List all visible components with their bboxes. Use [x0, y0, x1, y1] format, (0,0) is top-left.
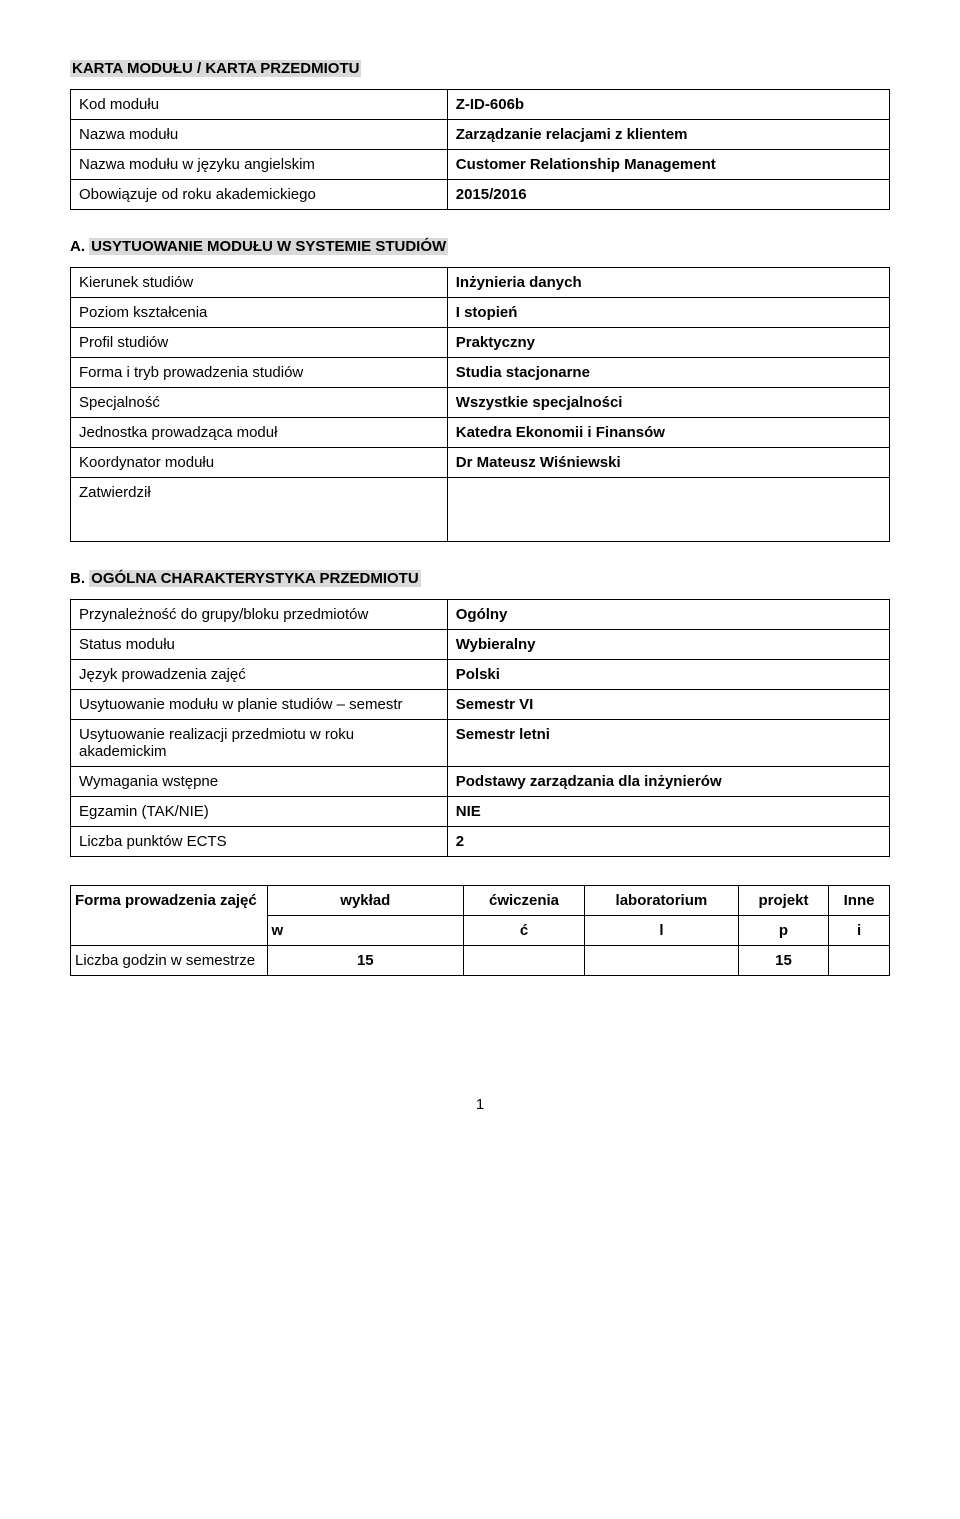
- table-row: Poziom kształcenia I stopień: [71, 298, 890, 328]
- top-value: Customer Relationship Management: [447, 150, 889, 180]
- document-title-row: KARTA MODUŁU / KARTA PRZEDMIOTU: [70, 60, 890, 77]
- table-row: Profil studiów Praktyczny: [71, 328, 890, 358]
- kv-label: Język prowadzenia zajęć: [71, 660, 448, 690]
- table-row: Status modułu Wybieralny: [71, 630, 890, 660]
- top-table: Kod modułu Z-ID-606b Nazwa modułu Zarząd…: [70, 89, 890, 210]
- forma-col-h1: ćwiczenia: [464, 886, 585, 916]
- table-row: Obowiązuje od roku akademickiego 2015/20…: [71, 180, 890, 210]
- section-a-table: Kierunek studiów Inżynieria danych Pozio…: [70, 267, 890, 542]
- table-row: Wymagania wstępne Podstawy zarządzania d…: [71, 767, 890, 797]
- top-label: Nazwa modułu w języku angielskim: [71, 150, 448, 180]
- kv-label: Liczba punktów ECTS: [71, 827, 448, 857]
- kv-value: Wybieralny: [447, 630, 889, 660]
- table-row: Usytuowanie modułu w planie studiów – se…: [71, 690, 890, 720]
- forma-value-row: Liczba godzin w semestrze 15 15: [71, 946, 890, 976]
- forma-row1-label: Forma prowadzenia zajęć: [71, 886, 268, 946]
- kv-label: Usytuowanie modułu w planie studiów – se…: [71, 690, 448, 720]
- forma-col-h1: projekt: [738, 886, 828, 916]
- kv-value: Ogólny: [447, 600, 889, 630]
- table-row: Przynależność do grupy/bloku przedmiotów…: [71, 600, 890, 630]
- kv-value: Wszystkie specjalności: [447, 388, 889, 418]
- section-b-title: OGÓLNA CHARAKTERYSTYKA PRZEDMIOTU: [89, 570, 421, 587]
- forma-col-h1: laboratorium: [584, 886, 738, 916]
- kv-value: Podstawy zarządzania dla inżynierów: [447, 767, 889, 797]
- kv-value: NIE: [447, 797, 889, 827]
- kv-value: 2: [447, 827, 889, 857]
- kv-value: Studia stacjonarne: [447, 358, 889, 388]
- table-row: Nazwa modułu Zarządzanie relacjami z kli…: [71, 120, 890, 150]
- forma-header-row: Forma prowadzenia zajęć wykład ćwiczenia…: [71, 886, 890, 916]
- kv-label: Wymagania wstępne: [71, 767, 448, 797]
- kv-value: Dr Mateusz Wiśniewski: [447, 448, 889, 478]
- table-row: Forma i tryb prowadzenia studiów Studia …: [71, 358, 890, 388]
- section-b-table: Przynależność do grupy/bloku przedmiotów…: [70, 599, 890, 857]
- forma-col-v: [829, 946, 890, 976]
- kv-label: Status modułu: [71, 630, 448, 660]
- table-row: Egzamin (TAK/NIE) NIE: [71, 797, 890, 827]
- table-row: Koordynator modułu Dr Mateusz Wiśniewski: [71, 448, 890, 478]
- kv-label: Usytuowanie realizacji przedmiotu w roku…: [71, 720, 448, 767]
- kv-label: Przynależność do grupy/bloku przedmiotów: [71, 600, 448, 630]
- kv-value: Inżynieria danych: [447, 268, 889, 298]
- top-value: Z-ID-606b: [447, 90, 889, 120]
- forma-table: Forma prowadzenia zajęć wykład ćwiczenia…: [70, 885, 890, 976]
- forma-col-v: [464, 946, 585, 976]
- table-row: Język prowadzenia zajęć Polski: [71, 660, 890, 690]
- section-b-heading: B. OGÓLNA CHARAKTERYSTYKA PRZEDMIOTU: [70, 570, 890, 587]
- forma-col-h1: wykład: [267, 886, 464, 916]
- kv-value: Praktyczny: [447, 328, 889, 358]
- kv-value: Katedra Ekonomii i Finansów: [447, 418, 889, 448]
- document-title: KARTA MODUŁU / KARTA PRZEDMIOTU: [70, 60, 361, 77]
- forma-col-v: [584, 946, 738, 976]
- table-row: Usytuowanie realizacji przedmiotu w roku…: [71, 720, 890, 767]
- section-a-heading: A. USYTUOWANIE MODUŁU W SYSTEMIE STUDIÓW: [70, 238, 890, 255]
- table-row: Liczba punktów ECTS 2: [71, 827, 890, 857]
- kv-label: Jednostka prowadząca moduł: [71, 418, 448, 448]
- table-row: Kierunek studiów Inżynieria danych: [71, 268, 890, 298]
- section-b-prefix: B.: [70, 570, 85, 587]
- kv-label: Forma i tryb prowadzenia studiów: [71, 358, 448, 388]
- kv-label: Kierunek studiów: [71, 268, 448, 298]
- section-a-title: USYTUOWANIE MODUŁU W SYSTEMIE STUDIÓW: [89, 238, 448, 255]
- table-row: Kod modułu Z-ID-606b: [71, 90, 890, 120]
- forma-col-h2: l: [584, 916, 738, 946]
- forma-col-v: 15: [738, 946, 828, 976]
- kv-value: Semestr VI: [447, 690, 889, 720]
- approver-value: [447, 478, 889, 542]
- top-label: Obowiązuje od roku akademickiego: [71, 180, 448, 210]
- top-label: Kod modułu: [71, 90, 448, 120]
- page-number: 1: [70, 1096, 890, 1113]
- approver-label: Zatwierdził: [71, 478, 448, 542]
- kv-label: Profil studiów: [71, 328, 448, 358]
- top-label: Nazwa modułu: [71, 120, 448, 150]
- kv-label: Specjalność: [71, 388, 448, 418]
- forma-col-h2: p: [738, 916, 828, 946]
- forma-row2-label: Liczba godzin w semestrze: [71, 946, 268, 976]
- kv-value: Polski: [447, 660, 889, 690]
- forma-col-h1: Inne: [829, 886, 890, 916]
- forma-col-h2: w: [267, 916, 464, 946]
- forma-col-h2: ć: [464, 916, 585, 946]
- kv-value: Semestr letni: [447, 720, 889, 767]
- section-a-prefix: A.: [70, 238, 85, 255]
- kv-label: Egzamin (TAK/NIE): [71, 797, 448, 827]
- kv-label: Poziom kształcenia: [71, 298, 448, 328]
- kv-value: I stopień: [447, 298, 889, 328]
- forma-col-h2: i: [829, 916, 890, 946]
- top-value: 2015/2016: [447, 180, 889, 210]
- top-value: Zarządzanie relacjami z klientem: [447, 120, 889, 150]
- approver-row: Zatwierdził: [71, 478, 890, 542]
- table-row: Nazwa modułu w języku angielskim Custome…: [71, 150, 890, 180]
- table-row: Jednostka prowadząca moduł Katedra Ekono…: [71, 418, 890, 448]
- forma-col-v: 15: [267, 946, 464, 976]
- kv-label: Koordynator modułu: [71, 448, 448, 478]
- table-row: Specjalność Wszystkie specjalności: [71, 388, 890, 418]
